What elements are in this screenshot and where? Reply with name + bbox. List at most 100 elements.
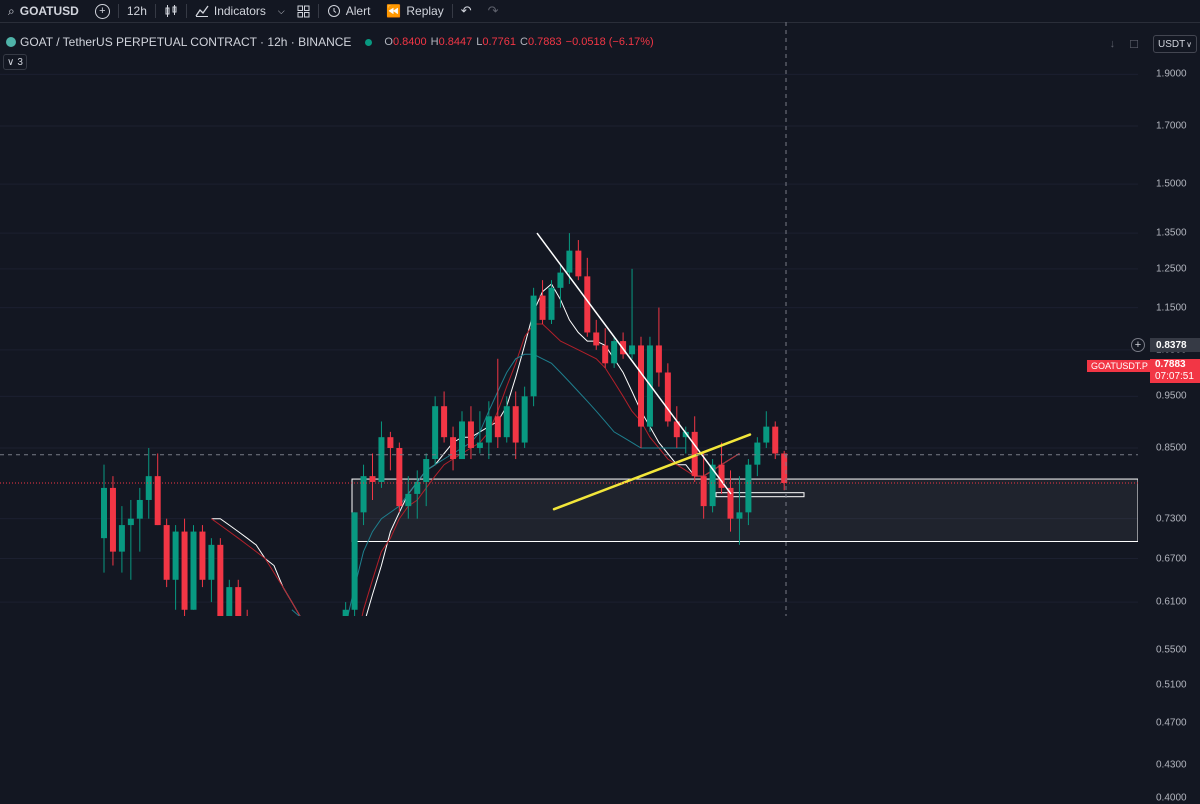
price-tick: 1.1500 xyxy=(1156,302,1187,314)
candle-body xyxy=(235,587,242,616)
candle xyxy=(387,431,394,471)
currency-select[interactable]: USDT ∨ xyxy=(1153,35,1197,53)
candle xyxy=(101,464,107,573)
price-tick: 1.2500 xyxy=(1156,263,1187,275)
candle-body xyxy=(387,437,394,448)
moving-averages xyxy=(211,283,740,616)
candle xyxy=(575,240,582,281)
indicator-templates-button[interactable]: ⌵ xyxy=(274,0,289,22)
candle-body xyxy=(450,437,457,460)
price-tick: 1.7000 xyxy=(1156,120,1187,132)
candle xyxy=(246,609,248,616)
candle xyxy=(423,453,430,507)
alert-clock-icon xyxy=(327,5,340,17)
candle xyxy=(163,518,170,588)
replay-icon: ⏪ xyxy=(386,4,402,18)
replay-button[interactable]: ⏪ Replay xyxy=(378,0,451,22)
candle-body xyxy=(655,345,662,373)
search-icon: ⌕ xyxy=(8,3,15,18)
alert-button[interactable]: Alert xyxy=(319,0,379,22)
price-axis[interactable]: 1.90001.70001.50001.35001.25001.15001.05… xyxy=(1138,57,1200,804)
candle-body xyxy=(521,396,528,443)
price-tick: 0.9500 xyxy=(1156,390,1187,402)
candle-body xyxy=(369,476,376,482)
candle-body xyxy=(566,250,573,273)
candle xyxy=(217,538,224,616)
candle xyxy=(745,459,752,526)
price-tick: 0.7300 xyxy=(1156,513,1187,525)
toolbar-divider xyxy=(317,4,319,18)
candle xyxy=(772,421,779,460)
candle-body xyxy=(736,512,743,519)
candle-body xyxy=(629,345,636,355)
candle xyxy=(548,280,555,325)
candle xyxy=(593,319,600,350)
candle-body xyxy=(593,332,600,346)
candle-body xyxy=(342,609,349,616)
candle xyxy=(235,579,242,616)
candle xyxy=(136,487,143,552)
redo-button[interactable]: ↷ xyxy=(480,0,507,22)
candle xyxy=(109,476,116,566)
add-symbol-icon: + xyxy=(94,3,110,19)
symbol-label: GOATUSD xyxy=(19,4,79,18)
collapsed-count: 3 xyxy=(17,56,23,68)
goat-logo-icon xyxy=(6,37,16,47)
candle-body xyxy=(691,431,698,477)
chart-legend: GOAT / TetherUS PERPETUAL CONTRACT · 12h… xyxy=(6,35,654,49)
undo-button[interactable]: ↶ xyxy=(453,0,480,22)
descending-trendline xyxy=(536,232,732,495)
candle xyxy=(754,437,761,477)
candle-body xyxy=(557,272,564,288)
toolbar-divider xyxy=(451,4,453,18)
candle xyxy=(638,336,644,448)
indicators-button[interactable]: Indicators xyxy=(187,0,274,22)
candle xyxy=(432,396,439,465)
candle-body xyxy=(414,481,421,494)
candle-body xyxy=(217,544,224,616)
legend-title[interactable]: GOAT / TetherUS PERPETUAL CONTRACT · 12h… xyxy=(20,35,352,49)
interval-button[interactable]: 12h xyxy=(126,4,147,18)
candle-body xyxy=(485,416,492,443)
candle xyxy=(727,470,734,532)
add-symbol-button[interactable]: + xyxy=(87,0,118,22)
candle xyxy=(485,401,492,460)
replay-label: Replay xyxy=(406,4,444,18)
indicators-icon xyxy=(195,5,209,17)
high-key: H xyxy=(430,36,439,48)
candle xyxy=(378,421,385,488)
indicators-label: Indicators xyxy=(213,4,266,18)
fullscreen-icon[interactable]: ☐ xyxy=(1129,38,1139,51)
candle-body xyxy=(127,518,134,526)
drawings[interactable] xyxy=(536,232,752,511)
candle xyxy=(539,280,546,325)
candle xyxy=(342,602,349,616)
candle-body xyxy=(351,512,358,610)
candle-body xyxy=(530,295,537,397)
candle-body xyxy=(602,345,609,364)
candle xyxy=(664,363,671,427)
candle xyxy=(172,525,179,610)
candle-body xyxy=(208,544,215,580)
chevron-down-icon: ∨ xyxy=(7,56,15,68)
indicators-collapse-button[interactable]: ∨ 3 xyxy=(3,54,27,70)
price-tick: 0.4000 xyxy=(1156,792,1187,804)
candle xyxy=(673,406,680,448)
price-tick: 1.5000 xyxy=(1156,178,1187,190)
candle-body xyxy=(199,531,206,580)
download-icon[interactable]: ↓ xyxy=(1109,38,1116,50)
close-value: 0.7883 xyxy=(527,36,562,48)
candle-body xyxy=(638,345,644,427)
toolbar-divider xyxy=(185,4,187,18)
candle xyxy=(190,525,197,610)
candle xyxy=(691,416,698,482)
candle-body xyxy=(611,341,618,364)
drawings-zones[interactable] xyxy=(351,478,1138,542)
candle-body xyxy=(226,587,233,616)
price-chart[interactable] xyxy=(0,0,1138,616)
add-alert-plus-icon[interactable]: + xyxy=(1131,338,1145,352)
chart-type-button[interactable] xyxy=(156,0,186,22)
layout-button[interactable] xyxy=(289,0,318,22)
candle xyxy=(736,476,743,545)
symbol-search[interactable]: ⌕ GOATUSD xyxy=(0,0,87,22)
